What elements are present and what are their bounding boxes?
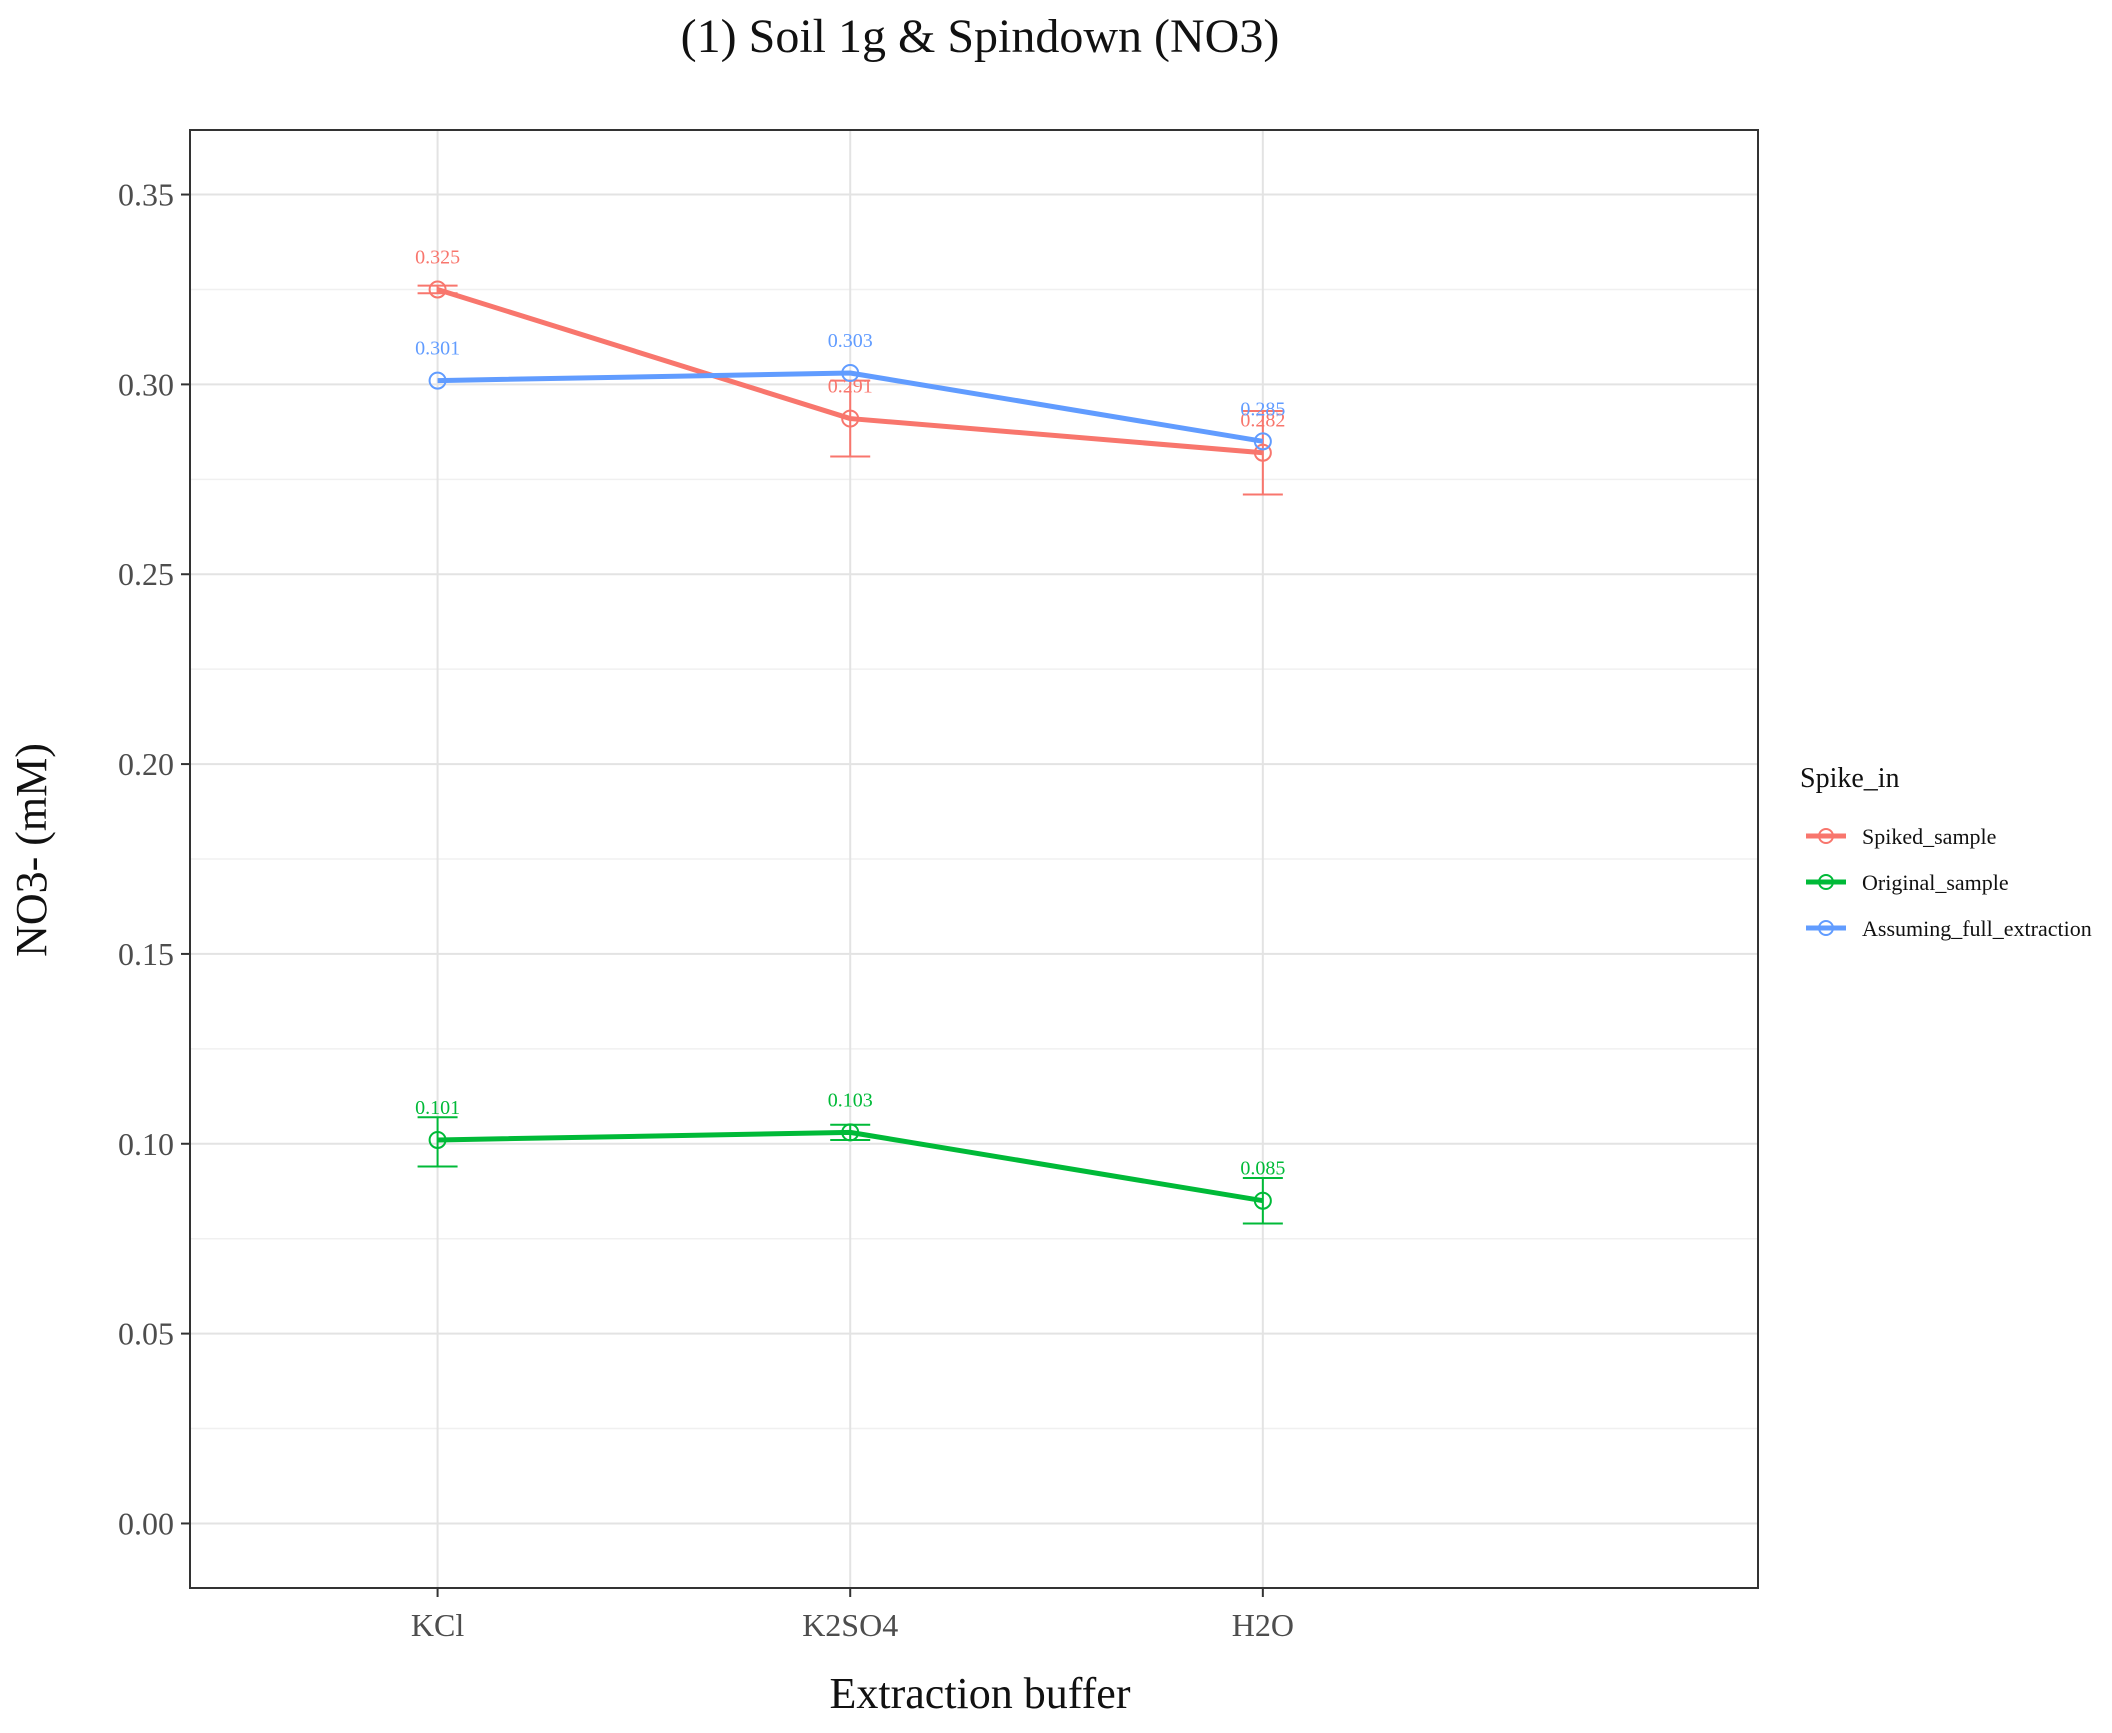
y-tick-label: 0.15 xyxy=(118,936,174,972)
data-label: 0.301 xyxy=(415,338,460,360)
data-point xyxy=(1253,432,1272,451)
legend: Spike_in Spiked_sample Original_sample Ass… xyxy=(1800,763,2092,941)
y-tick-label: 0.35 xyxy=(118,177,174,213)
legend-key-point xyxy=(1818,874,1834,890)
y-tick-label: 0.05 xyxy=(118,1316,174,1352)
plot-area: 0.00 0.05 0.10 0.15 0.20 0.25 0.30 0.35 KCl K2SO4… xyxy=(118,129,1759,1643)
y-axis-label: NO3- (mM) xyxy=(7,743,56,957)
data-point xyxy=(841,1123,860,1142)
data-label: 0.101 xyxy=(415,1097,460,1119)
x-axis-label: Extraction buffer xyxy=(830,1669,1131,1718)
y-tick-label: 0.20 xyxy=(118,746,174,782)
y-tick-label: 0.10 xyxy=(118,1126,174,1162)
data-label: 0.085 xyxy=(1240,1158,1285,1180)
data-point xyxy=(428,280,447,299)
legend-title: Spike_in xyxy=(1800,763,1900,794)
data-label: 0.282 xyxy=(1240,410,1285,432)
x-tick-label: K2SO4 xyxy=(802,1607,898,1643)
data-point xyxy=(841,364,860,382)
series-line xyxy=(437,1129,1264,1204)
data-point xyxy=(1253,443,1272,462)
data-label: 0.303 xyxy=(828,330,873,352)
legend-key-point xyxy=(1818,828,1834,844)
panel-border xyxy=(189,129,1759,1589)
y-tick-label: 0.30 xyxy=(118,366,174,402)
data-label: 0.103 xyxy=(828,1089,873,1111)
chart-title: (1) Soil 1g & Spindown (NO3) xyxy=(681,10,1280,63)
series-line xyxy=(436,287,1264,456)
data-point xyxy=(428,371,447,390)
x-tick-label: KCl xyxy=(411,1607,464,1643)
legend-item-label: Original_sample xyxy=(1862,870,2009,895)
data-point xyxy=(428,1130,447,1149)
data-label: 0.325 xyxy=(415,246,460,268)
y-tick-label: 0.00 xyxy=(118,1505,174,1541)
legend-item-label: Spiked_sample xyxy=(1862,824,1996,849)
legend-item-label: Assuming_full_extraction xyxy=(1862,916,2092,941)
data-label: 0.291 xyxy=(828,376,873,398)
data-point xyxy=(1253,1191,1272,1210)
data-label: 0.285 xyxy=(1240,398,1285,420)
legend-key-point xyxy=(1818,920,1834,936)
x-tick-label: H2O xyxy=(1232,1607,1294,1643)
series-line xyxy=(437,370,1264,444)
y-tick-label: 0.25 xyxy=(118,556,174,592)
data-point xyxy=(841,409,860,428)
